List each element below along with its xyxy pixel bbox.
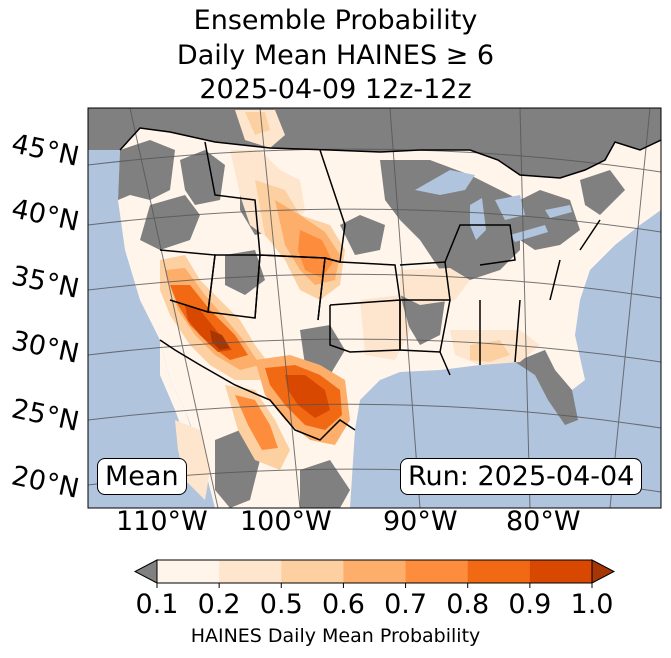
colorbar-tick-label: 0.7 — [384, 589, 428, 620]
colorbar-under-arrow — [133, 559, 158, 584]
map-frame — [87, 107, 662, 509]
colorbar-segment — [343, 560, 407, 583]
colorbar-segment — [405, 560, 469, 583]
colorbar-tick-label: 0.8 — [446, 589, 490, 620]
colorbar-tick-label: 0.5 — [259, 589, 303, 620]
lon-label-80w: 80°W — [506, 506, 581, 537]
colorbar-tick-label: 1.0 — [570, 589, 614, 620]
land-florida — [515, 350, 578, 425]
mean-label: Mean — [97, 458, 187, 495]
lon-label-110w: 110°W — [116, 506, 208, 537]
title-line-3: 2025-04-09 12z-12z — [199, 74, 472, 105]
state-borders — [119, 127, 661, 441]
colorbar-segment — [281, 560, 344, 583]
colorbar-segment — [529, 560, 593, 583]
colorbar-over-arrow — [591, 559, 616, 584]
title-line-1: Ensemble Probability — [193, 5, 478, 36]
colorbar-tick-label: 0.2 — [197, 589, 241, 620]
lon-label-100w: 100°W — [240, 506, 332, 537]
colorbar-frame — [156, 559, 593, 584]
land-baja — [160, 340, 195, 445]
colorbar-tick-label: 0.1 — [135, 589, 179, 620]
title-line-2: Daily Mean HAINES ≥ 6 — [176, 40, 495, 71]
colorbar-segment — [219, 560, 282, 583]
run-label: Run: 2025-04-04 — [400, 458, 643, 495]
colorbar-segment — [467, 560, 531, 583]
colorbar-label: HAINES Daily Mean Probability — [190, 625, 481, 647]
great-lakes — [415, 170, 572, 242]
colorbar-segment — [157, 560, 220, 583]
land-canada — [88, 108, 661, 178]
colorbar-tick-label: 0.9 — [508, 589, 552, 620]
lon-label-90w: 90°W — [383, 506, 458, 537]
colorbar — [133, 559, 616, 588]
colorbar-tick-label: 0.6 — [321, 589, 365, 620]
